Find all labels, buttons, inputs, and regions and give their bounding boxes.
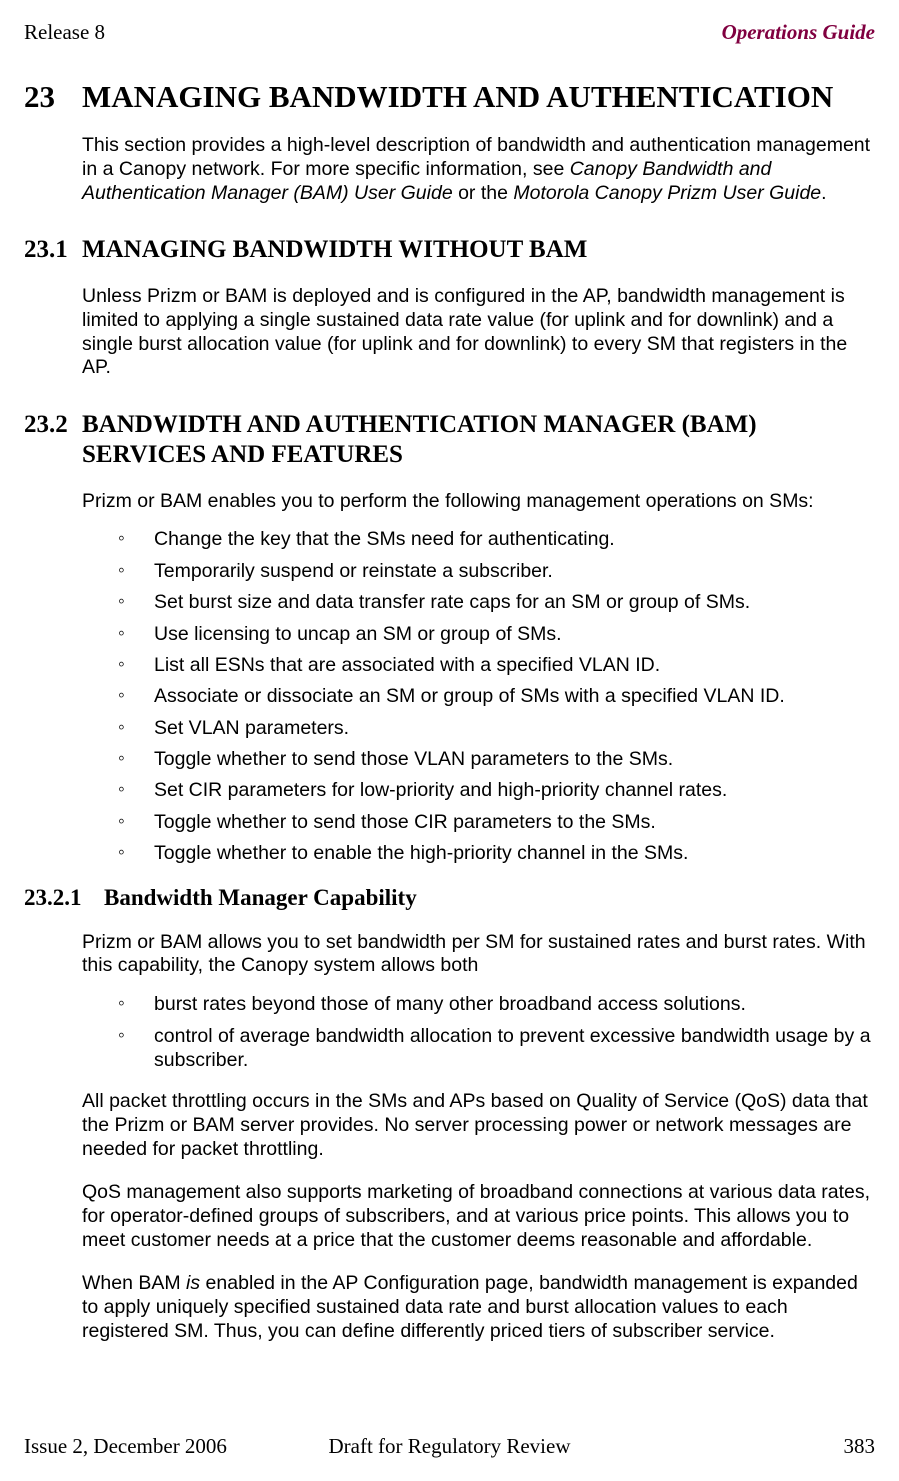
list-item: Toggle whether to send those CIR paramet… [82,810,875,834]
p4-italic: is [186,1272,200,1294]
intro-mid: or the [453,182,514,204]
heading-23-2: 23.2 BANDWIDTH AND AUTHENTICATION MANAGE… [24,410,875,470]
s2321-p2: All packet throttling occurs in the SMs … [82,1090,875,1161]
h2-number: 23.1 [24,235,82,265]
intro-italic-2: Motorola Canopy Prizm User Guide [513,182,821,204]
list-item: control of average bandwidth allocation … [82,1024,875,1073]
list-item: Set CIR parameters for low-priority and … [82,778,875,802]
h2-text: BANDWIDTH AND AUTHENTICATION MANAGER (BA… [82,410,875,470]
list-item: Set burst size and data transfer rate ca… [82,590,875,614]
intro-paragraph: This section provides a high-level descr… [82,134,875,205]
heading-23-2-1: 23.2.1 Bandwidth Manager Capability [24,884,875,912]
s232-bullet-list: Change the key that the SMs need for aut… [82,527,875,865]
list-item: Temporarily suspend or reinstate a subsc… [82,559,875,583]
heading-23-1: 23.1 MANAGING BANDWIDTH WITHOUT BAM [24,235,875,265]
footer-center: Draft for Regulatory Review [24,1434,875,1459]
h3-text: Bandwidth Manager Capability [104,884,417,912]
running-footer: Issue 2, December 2006 Draft for Regulat… [24,1434,875,1459]
s2321-p3: QoS management also supports marketing o… [82,1181,875,1252]
list-item: Toggle whether to enable the high-priori… [82,841,875,865]
heading-1: 23 MANAGING BANDWIDTH AND AUTHENTICATION [24,79,875,115]
s2321-p4: When BAM is enabled in the AP Configurat… [82,1272,875,1343]
list-item: Associate or dissociate an SM or group o… [82,684,875,708]
h2-text: MANAGING BANDWIDTH WITHOUT BAM [82,235,587,265]
header-right: Operations Guide [722,20,875,45]
h1-text: MANAGING BANDWIDTH AND AUTHENTICATION [82,79,833,115]
intro-post: . [821,182,826,204]
s232-intro: Prizm or BAM enables you to perform the … [82,490,875,514]
list-item: Set VLAN parameters. [82,716,875,740]
header-left: Release 8 [24,20,105,45]
s2321-bullet-list: burst rates beyond those of many other b… [82,992,875,1072]
list-item: burst rates beyond those of many other b… [82,992,875,1016]
h3-number: 23.2.1 [24,884,104,912]
running-header: Release 8 Operations Guide [24,20,875,45]
list-item: Toggle whether to send those VLAN parame… [82,747,875,771]
list-item: Change the key that the SMs need for aut… [82,527,875,551]
p4-pre: When BAM [82,1272,186,1294]
s231-paragraph: Unless Prizm or BAM is deployed and is c… [82,285,875,380]
h2-number: 23.2 [24,410,82,470]
list-item: Use licensing to uncap an SM or group of… [82,622,875,646]
s2321-p1: Prizm or BAM allows you to set bandwidth… [82,931,875,979]
list-item: List all ESNs that are associated with a… [82,653,875,677]
h1-number: 23 [24,79,82,115]
